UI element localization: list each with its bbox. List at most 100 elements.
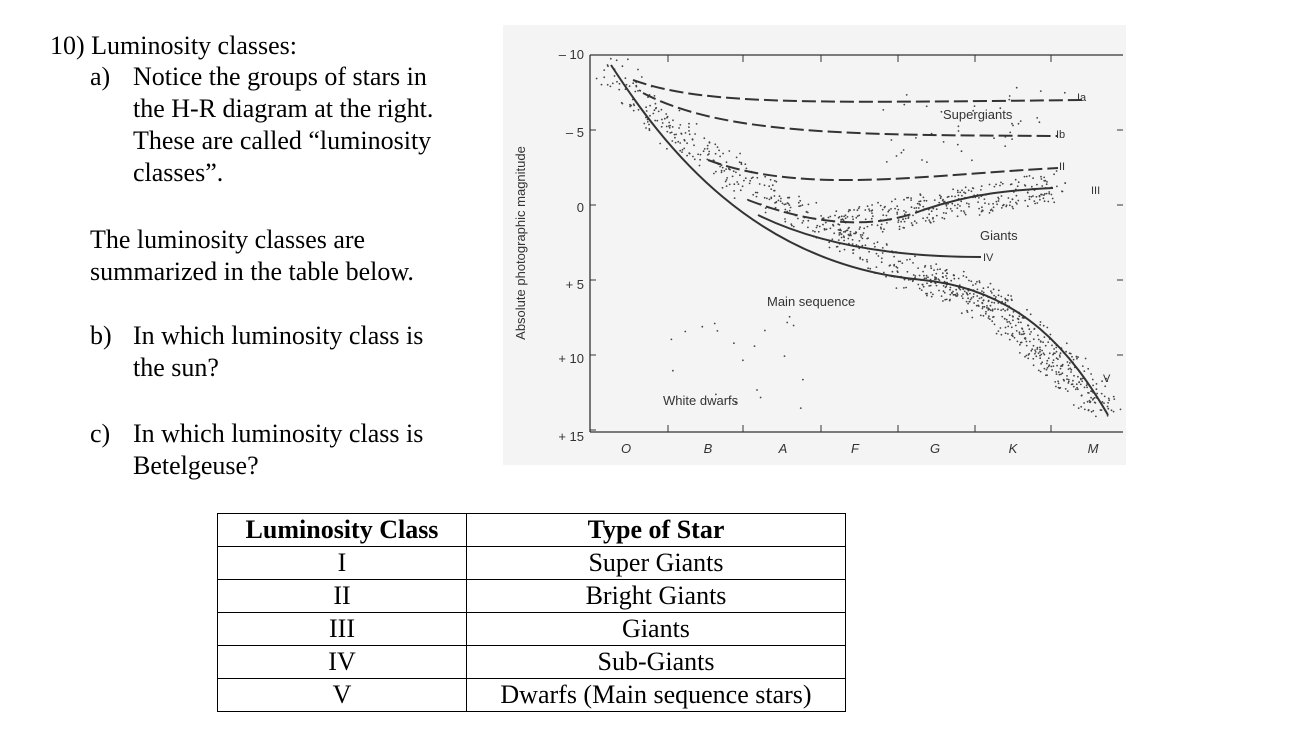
star-point — [1089, 401, 1091, 404]
star-point — [997, 294, 1000, 297]
star-point — [663, 117, 666, 120]
star-point — [703, 148, 706, 150]
star-point — [1104, 385, 1107, 388]
y-axis-label: Absolute photographic magnitude — [513, 146, 528, 340]
star-point — [1013, 336, 1016, 339]
star-point — [1010, 183, 1013, 186]
star-point — [688, 152, 691, 154]
star-point — [928, 285, 931, 287]
star-point — [917, 283, 920, 286]
star-point — [981, 302, 984, 305]
star-point — [861, 237, 864, 240]
star-point — [775, 180, 778, 183]
star-point — [920, 289, 923, 291]
star-point — [978, 297, 981, 300]
star-point — [828, 246, 831, 249]
star-point — [1000, 181, 1002, 184]
star-point — [1031, 348, 1034, 351]
star-point — [632, 109, 635, 112]
col-header-type-of-star: Type of Star — [466, 513, 846, 547]
star-point — [779, 200, 782, 203]
star-point — [866, 205, 869, 208]
star-point — [741, 185, 744, 188]
star-point — [881, 208, 884, 211]
star-point — [1087, 367, 1090, 370]
star-point — [987, 309, 990, 311]
star-point — [981, 206, 983, 209]
star-point — [1051, 197, 1054, 200]
star-point — [637, 90, 639, 92]
star-point — [905, 94, 908, 96]
star-point — [1050, 193, 1053, 196]
star-point — [716, 146, 719, 148]
star-point — [925, 274, 928, 277]
star-point — [898, 225, 901, 228]
star-point — [1047, 357, 1050, 360]
star-point — [900, 220, 902, 223]
star-point — [1095, 388, 1098, 391]
star-point — [736, 181, 739, 183]
star-point — [902, 218, 904, 221]
col-header-luminosity-class: Luminosity Class — [217, 513, 467, 547]
star-point — [1048, 352, 1051, 355]
star-point — [706, 158, 709, 161]
table-row: I Super Giants — [217, 546, 846, 580]
star-point — [879, 204, 882, 207]
star-point — [634, 90, 637, 93]
star-point — [1008, 95, 1011, 97]
star-point — [982, 314, 985, 317]
star-point — [653, 95, 656, 97]
y-tick-label: – 10 — [559, 47, 584, 62]
star-point — [1025, 344, 1028, 347]
star-point — [1024, 185, 1027, 187]
star-point — [797, 217, 799, 220]
star-point — [840, 215, 843, 218]
star-point — [1004, 332, 1007, 335]
part-a-line-1: Notice the groups of stars in — [133, 62, 427, 91]
star-point — [728, 183, 731, 186]
star-point — [940, 195, 942, 198]
star-point — [1087, 409, 1090, 412]
star-point — [880, 227, 882, 230]
star-point — [838, 232, 841, 234]
star-point — [993, 323, 996, 326]
star-point — [814, 230, 816, 233]
star-point — [1086, 400, 1089, 403]
star-point — [971, 316, 974, 319]
star-point — [1015, 201, 1017, 204]
star-point — [637, 68, 639, 71]
star-point — [978, 280, 981, 282]
star-point — [1076, 357, 1078, 360]
star-point — [1034, 202, 1036, 205]
star-point — [980, 210, 983, 213]
star-point — [871, 204, 873, 206]
star-point — [982, 291, 985, 294]
star-point — [1058, 354, 1061, 357]
star-point — [1068, 352, 1071, 355]
star-point — [923, 199, 926, 202]
star-point — [930, 267, 933, 270]
star-point — [923, 274, 925, 277]
star-point — [987, 203, 990, 205]
star-point — [971, 309, 973, 312]
star-point — [1008, 338, 1011, 341]
part-a-line-3: These are called “luminosity — [133, 126, 432, 155]
star-point — [942, 300, 944, 302]
star-point — [729, 168, 731, 171]
star-point — [910, 222, 913, 224]
star-point — [946, 272, 949, 275]
star-point — [618, 82, 621, 85]
star-point — [1119, 408, 1122, 411]
star-point — [1041, 361, 1044, 364]
star-point — [999, 107, 1002, 110]
star-point — [993, 294, 995, 297]
star-point — [1034, 351, 1037, 353]
cell-type: Sub-Giants — [466, 645, 846, 679]
star-point — [1057, 358, 1059, 361]
star-point — [850, 234, 852, 237]
star-point — [825, 228, 828, 231]
star-point — [1012, 319, 1014, 322]
star-point — [936, 268, 939, 271]
star-point — [1008, 314, 1011, 317]
star-point — [929, 284, 932, 287]
